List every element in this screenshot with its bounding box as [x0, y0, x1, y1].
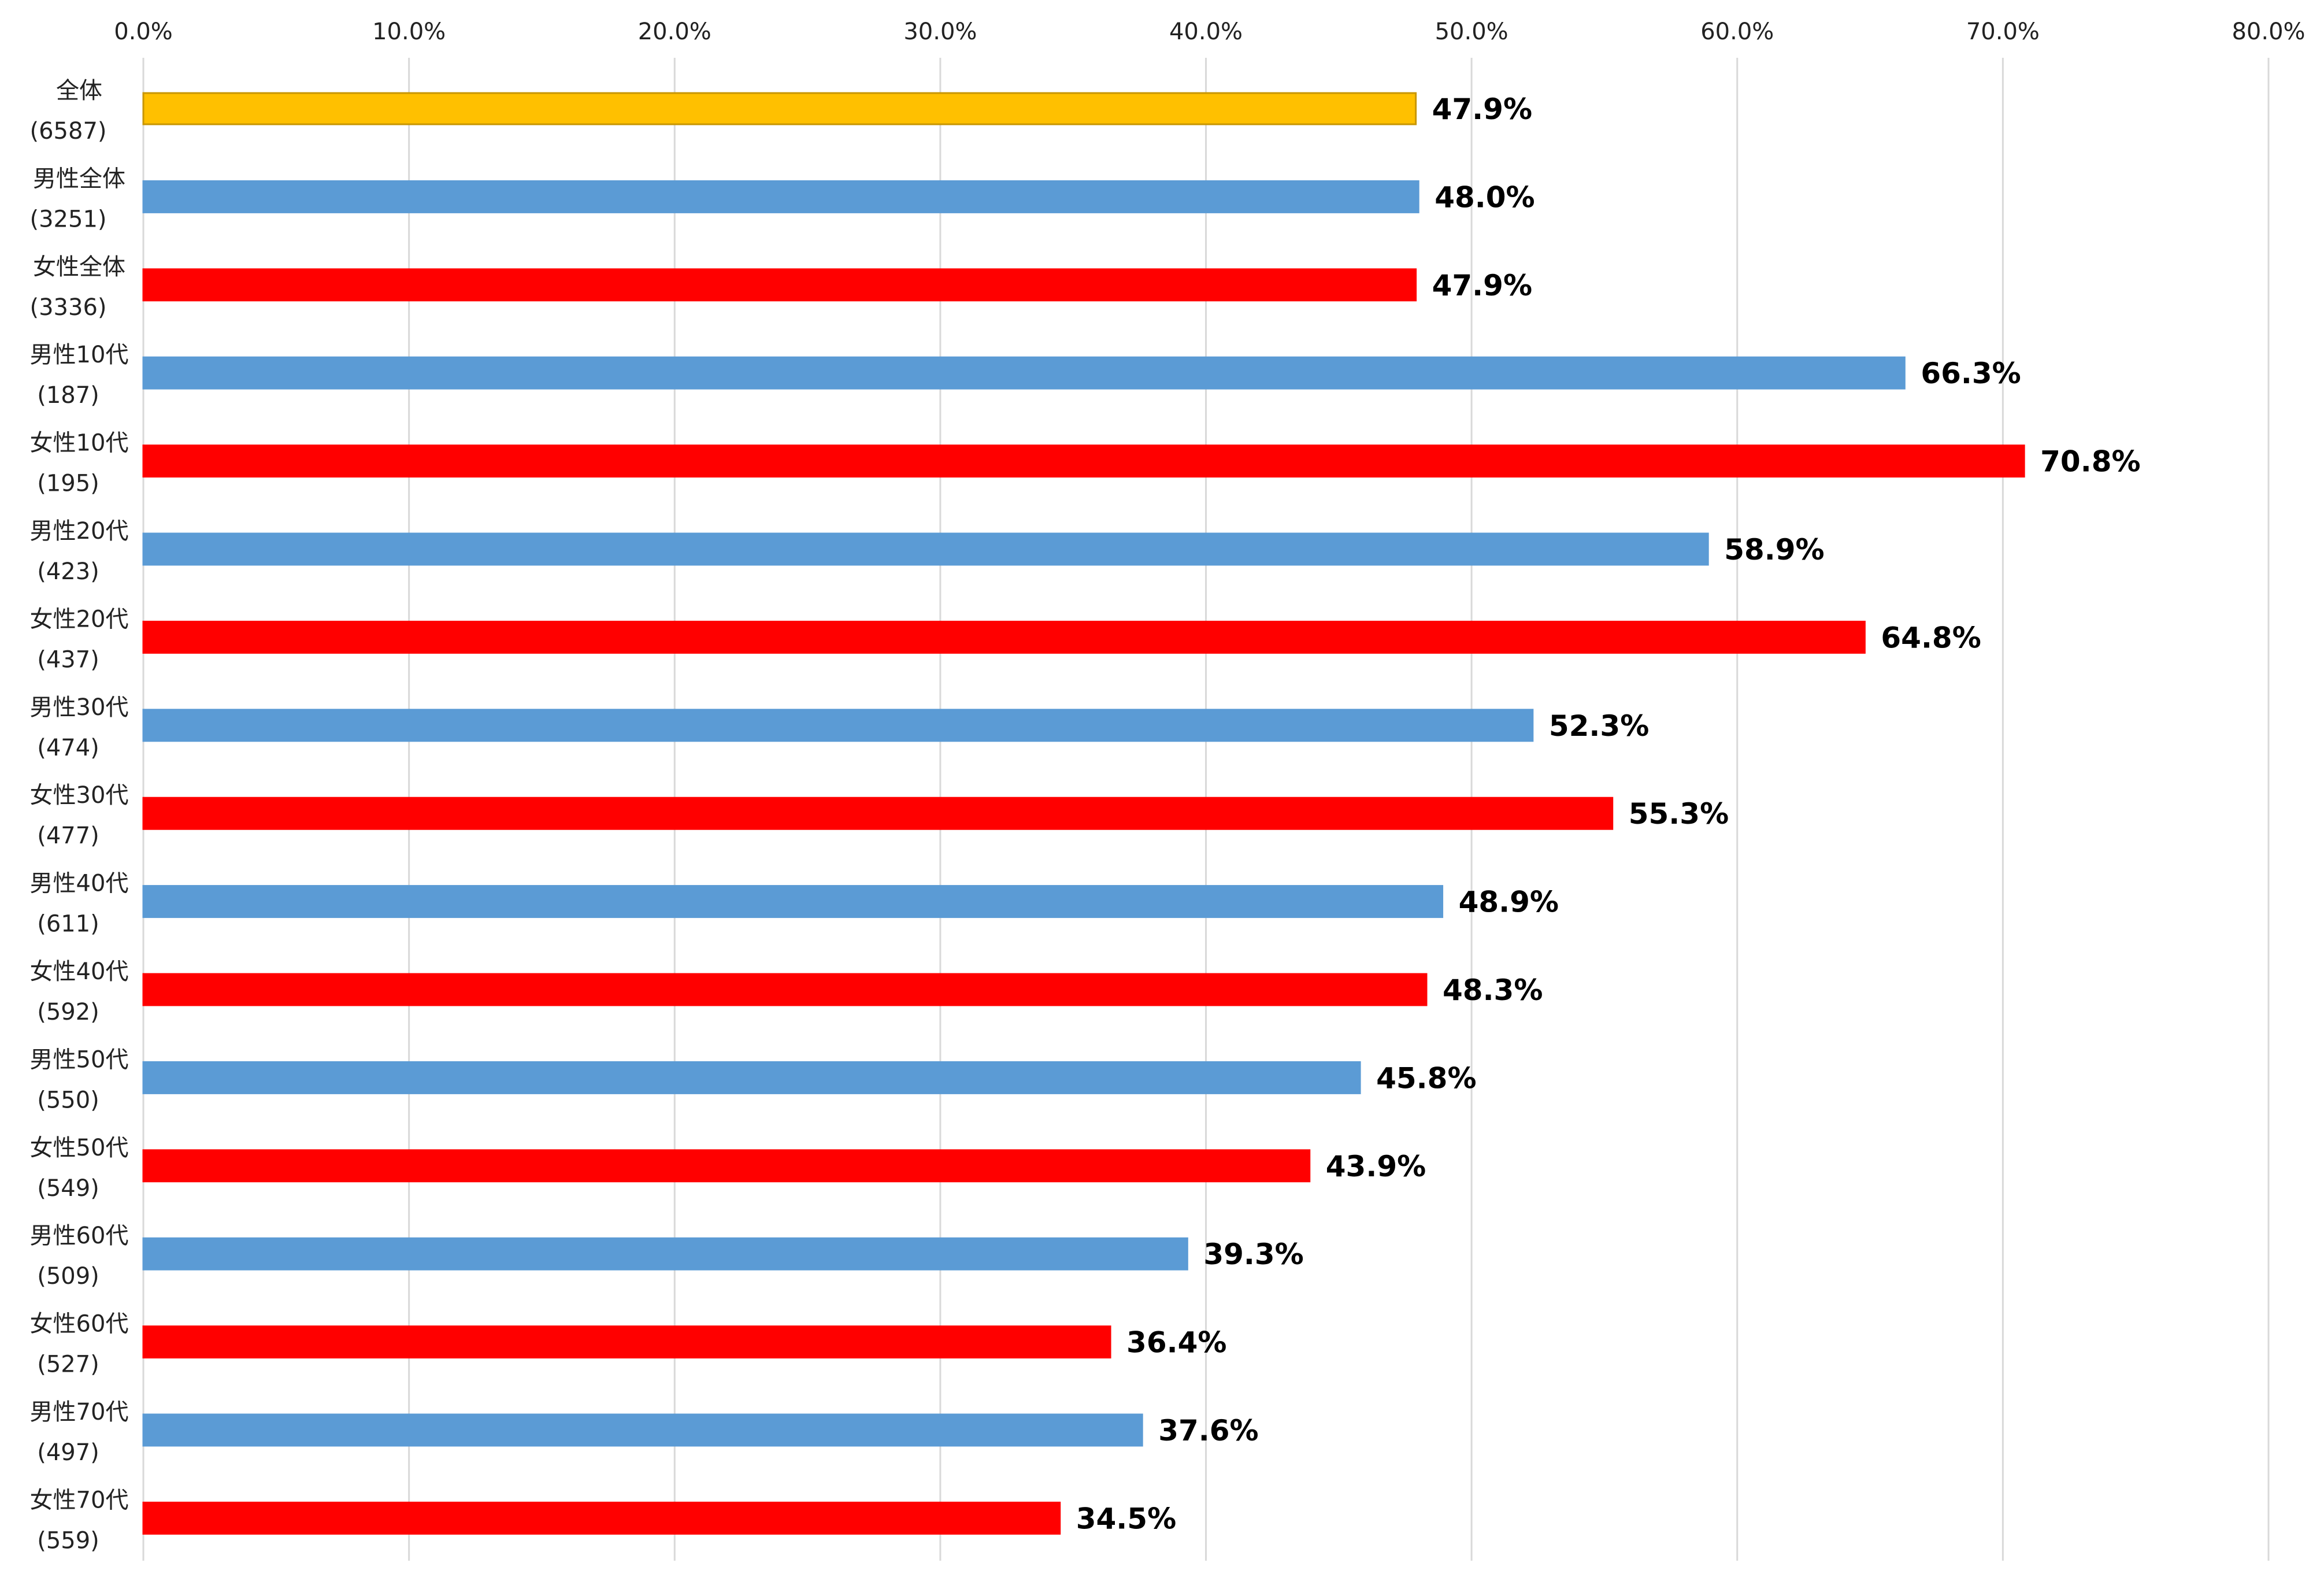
category-sample-size: (477)	[37, 823, 99, 849]
category-sample-size: (3336)	[29, 294, 106, 321]
category-label: 女性全体	[33, 254, 125, 280]
category-sample-size: (509)	[37, 1263, 99, 1290]
category-sample-size: (187)	[37, 382, 99, 409]
x-tick-label: 20.0%	[638, 18, 711, 45]
data-label: 58.9%	[1724, 533, 1824, 566]
data-label: 47.9%	[1432, 269, 1532, 302]
category-label: 女性40代	[30, 958, 129, 985]
category-sample-size: (6587)	[29, 118, 106, 145]
category-sample-size: (195)	[37, 471, 99, 497]
category-sample-size: (549)	[37, 1175, 99, 1202]
category-label: 女性70代	[30, 1487, 129, 1513]
x-tick-label: 60.0%	[1700, 18, 1774, 45]
bar	[142, 709, 1534, 742]
x-axis-ticks: 0.0% 10.0% 20.0% 30.0% 40.0% 50.0% 60.0% 70.0% 8…	[114, 18, 2305, 45]
category-label: 男性50代	[30, 1046, 129, 1073]
data-label: 55.3%	[1629, 797, 1729, 831]
data-label: 64.8%	[1881, 621, 1981, 654]
category-label: 女性60代	[30, 1311, 129, 1338]
category-sample-size: (3251)	[29, 206, 106, 232]
bar	[142, 1413, 1143, 1447]
x-tick-label: 40.0%	[1169, 18, 1243, 45]
data-label: 43.9%	[1326, 1150, 1426, 1183]
x-tick-label: 30.0%	[903, 18, 977, 45]
data-label: 70.8%	[2040, 445, 2140, 479]
category-label: 全体	[56, 77, 102, 104]
category-label: 男性60代	[30, 1223, 129, 1249]
data-label: 36.4%	[1126, 1326, 1226, 1360]
category-labels: 全体 (6587) 男性全体 (3251) 女性全体 (3336) 男性10代 (187) 女性…	[29, 77, 128, 1554]
x-tick-label: 80.0%	[2232, 18, 2305, 45]
category-sample-size: (550)	[37, 1087, 99, 1113]
data-label: 45.8%	[1376, 1061, 1476, 1095]
bar	[142, 92, 1417, 125]
category-sample-size: (437)	[37, 646, 99, 673]
category-label: 男性全体	[33, 165, 125, 192]
bar	[142, 973, 1428, 1006]
category-label: 男性10代	[30, 342, 129, 368]
category-label: 男性20代	[30, 518, 129, 545]
data-label: 48.0%	[1435, 180, 1534, 214]
category-sample-size: (497)	[37, 1439, 99, 1466]
data-label: 37.6%	[1158, 1414, 1258, 1447]
x-tick-label: 70.0%	[1966, 18, 2040, 45]
data-label: 39.3%	[1203, 1238, 1303, 1271]
bar	[142, 1149, 1311, 1183]
category-sample-size: (559)	[37, 1527, 99, 1554]
bar	[142, 1325, 1111, 1359]
bar	[142, 445, 2025, 478]
bar	[142, 268, 1417, 302]
category-label: 女性50代	[30, 1135, 129, 1161]
data-label: 52.3%	[1549, 709, 1649, 743]
category-sample-size: (611)	[37, 911, 99, 938]
category-label: 女性10代	[30, 430, 129, 457]
bar	[142, 356, 1906, 390]
category-label: 男性70代	[30, 1399, 129, 1425]
bar	[142, 1501, 1061, 1535]
data-label: 48.9%	[1459, 886, 1559, 919]
data-label: 48.3%	[1443, 973, 1543, 1007]
bar	[142, 180, 1419, 213]
category-sample-size: (527)	[37, 1351, 99, 1378]
category-label: 男性40代	[30, 871, 129, 897]
category-sample-size: (592)	[37, 999, 99, 1025]
x-tick-label: 0.0%	[114, 18, 173, 45]
data-label: 47.9%	[1432, 92, 1532, 126]
category-label: 女性30代	[30, 782, 129, 809]
category-label: 女性20代	[30, 606, 129, 632]
data-label: 66.3%	[1921, 357, 2021, 390]
bar	[142, 885, 1444, 919]
bar	[142, 1061, 1361, 1094]
category-label: 男性30代	[30, 694, 129, 721]
data-label: 34.5%	[1076, 1502, 1176, 1535]
bar	[142, 1237, 1188, 1271]
bars	[142, 92, 2025, 1535]
x-tick-label: 10.0%	[372, 18, 446, 45]
data-labels: 47.9% 48.0% 47.9% 66.3% 70.8% 58.9% 64.8% 52.3%…	[1076, 92, 2141, 1535]
bar	[142, 797, 1614, 830]
category-sample-size: (423)	[37, 558, 99, 585]
category-sample-size: (474)	[37, 735, 99, 761]
bar	[142, 532, 1709, 566]
x-tick-label: 50.0%	[1435, 18, 1508, 45]
bar	[142, 620, 1866, 654]
